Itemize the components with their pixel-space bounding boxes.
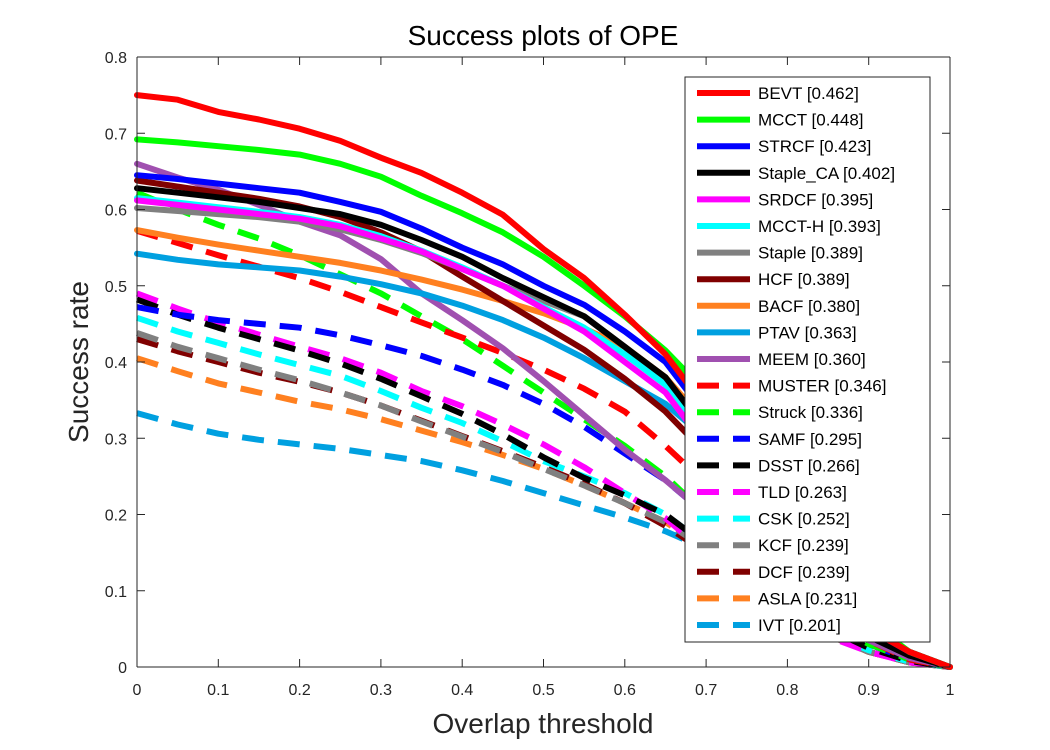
legend-label-samf: SAMF [0.295] <box>758 430 862 449</box>
x-tick-label: 1 <box>946 682 955 699</box>
y-tick-label: 0.8 <box>105 50 127 67</box>
legend-label-ivt: IVT [0.201] <box>758 616 841 635</box>
y-axis-title: Success rate <box>63 281 94 443</box>
legend: BEVT [0.462] MCCT [0.448] STRCF [0.423] Sta… <box>684 76 931 643</box>
legend-label-tld: TLD [0.263] <box>758 483 847 502</box>
legend-label-mcct-h: MCCT-H [0.393] <box>758 217 881 236</box>
legend-label-bacf: BACF [0.380] <box>758 297 860 316</box>
x-axis-title: Overlap threshold <box>432 708 653 739</box>
y-tick-label: 0 <box>118 660 127 677</box>
legend-label-hcf: HCF [0.389] <box>758 270 850 289</box>
legend-label-staple-ca: Staple_CA [0.402] <box>758 164 895 183</box>
legend-label-ptav: PTAV [0.363] <box>758 323 857 342</box>
legend-label-dsst: DSST [0.266] <box>758 456 860 475</box>
series-line-dsst <box>135 296 951 670</box>
legend-label-srdcf: SRDCF [0.395] <box>758 190 873 209</box>
y-tick-label: 0.3 <box>105 431 127 448</box>
y-tick-label: 0.5 <box>105 279 127 296</box>
y-tick-label: 0.1 <box>105 584 127 601</box>
x-tick-label: 0.8 <box>776 682 798 699</box>
x-tick-label: 0.9 <box>858 682 880 699</box>
legend-label-dcf: DCF [0.239] <box>758 563 850 582</box>
legend-label-muster: MUSTER [0.346] <box>758 377 887 396</box>
legend-label-struck: Struck [0.336] <box>758 403 863 422</box>
legend-label-mcct: MCCT [0.448] <box>758 111 864 130</box>
legend-label-strcf: STRCF [0.423] <box>758 137 871 156</box>
series-line-ivt <box>136 410 951 670</box>
x-tick-label: 0.3 <box>370 682 392 699</box>
ticks-layer: 0 0.1 0.2 0.3 0.4 0.5 0.6 0.7 0.8 0.9 1 0 0.1 0.2 0.3 0… <box>105 50 955 699</box>
y-tick-label: 0.7 <box>105 126 127 143</box>
legend-label-meem: MEEM [0.360] <box>758 350 866 369</box>
y-tick-label: 0.4 <box>105 355 127 372</box>
legend-label-asla: ASLA [0.231] <box>758 589 857 608</box>
x-tick-label: 0.2 <box>288 682 310 699</box>
x-tick-label: 0.1 <box>207 682 229 699</box>
legend-label-bevt: BEVT [0.462] <box>758 84 859 103</box>
x-tick-label: 0.6 <box>614 682 636 699</box>
legend-label-staple: Staple [0.389] <box>758 244 863 263</box>
y-tick-label: 0.6 <box>105 203 127 220</box>
x-tick-label: 0 <box>133 682 142 699</box>
x-tick-label: 0.7 <box>695 682 717 699</box>
series-line-csk <box>136 314 951 670</box>
y-tick-label: 0.2 <box>105 508 127 525</box>
x-tick-label: 0.4 <box>451 682 473 699</box>
x-tick-label: 0.5 <box>532 682 554 699</box>
chart-title: Success plots of OPE <box>408 20 679 51</box>
legend-label-kcf: KCF [0.239] <box>758 536 849 555</box>
legend-label-csk: CSK [0.252] <box>758 510 850 529</box>
